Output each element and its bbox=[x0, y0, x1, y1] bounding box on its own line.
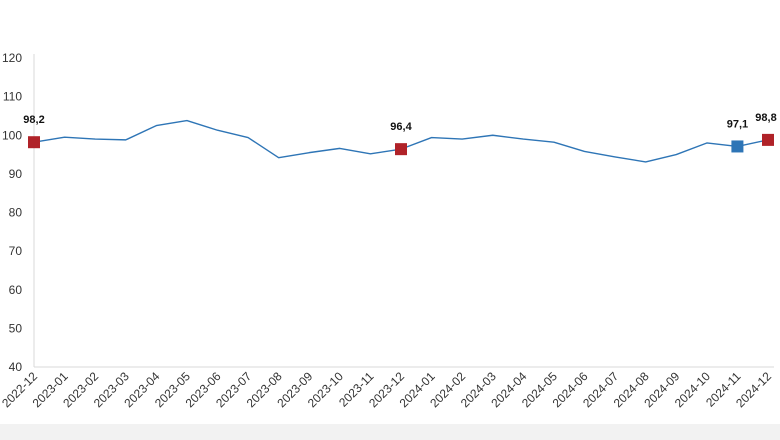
y-tick-label: 40 bbox=[9, 360, 23, 374]
highlight-marker bbox=[762, 133, 774, 146]
data-label: 98,2 bbox=[23, 114, 44, 126]
y-tick-label: 80 bbox=[9, 206, 23, 220]
y-tick-label: 110 bbox=[3, 90, 22, 104]
data-label: 96,4 bbox=[390, 121, 412, 133]
highlight-marker bbox=[395, 143, 407, 156]
y-tick-label: 100 bbox=[2, 128, 22, 142]
footer-band bbox=[0, 424, 780, 440]
y-tick-label: 90 bbox=[9, 167, 23, 181]
y-tick-label: 120 bbox=[2, 51, 22, 65]
highlight-marker bbox=[731, 140, 744, 153]
x-axis: 2022-122023-012023-022023-032023-042023-… bbox=[0, 366, 774, 410]
y-tick-label: 60 bbox=[9, 283, 23, 297]
highlight-marker bbox=[28, 136, 40, 149]
data-label: 98,8 bbox=[755, 112, 776, 124]
y-tick-label: 70 bbox=[9, 244, 23, 258]
y-tick-label: 50 bbox=[9, 321, 23, 335]
highlight-markers: 98,2 96,4 97,1 98,8 bbox=[23, 112, 777, 156]
y-axis: 40 50 60 70 80 90 100 110 120 bbox=[2, 51, 35, 374]
data-label: 97,1 bbox=[727, 118, 748, 130]
